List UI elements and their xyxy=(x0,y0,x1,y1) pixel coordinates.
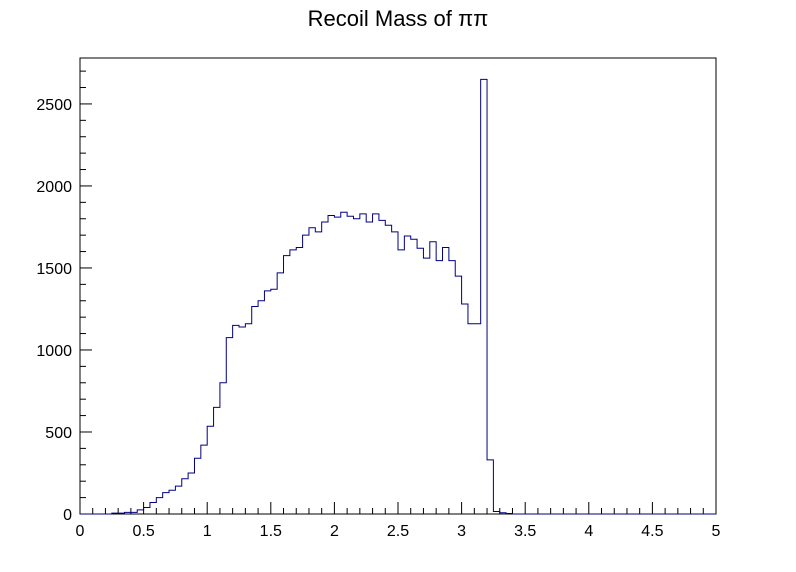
y-tick-label: 1000 xyxy=(36,343,72,360)
x-tick-label: 4 xyxy=(584,523,593,540)
x-tick-label: 1.5 xyxy=(260,523,282,540)
x-tick-label: 3.5 xyxy=(514,523,536,540)
x-tick-label: 0 xyxy=(76,523,85,540)
x-tick-label: 5 xyxy=(712,523,721,540)
x-tick-label: 0.5 xyxy=(132,523,154,540)
chart-title: Recoil Mass of ππ xyxy=(307,6,489,31)
y-tick-label: 1500 xyxy=(36,261,72,278)
histogram-series-line xyxy=(80,78,716,515)
y-axis: 0 500 1000 1500 2000 2500 xyxy=(36,70,92,524)
x-tick-label: 1 xyxy=(203,523,212,540)
y-tick-label: 2500 xyxy=(36,97,72,114)
y-tick-label: 2000 xyxy=(36,179,72,196)
x-tick-label: 2.5 xyxy=(387,523,409,540)
x-tick-label: 3 xyxy=(457,523,466,540)
x-axis: 0 0.5 1 1.5 2 2.5 3 3.5 4 4.5 5 xyxy=(76,502,721,540)
y-tick-label: 500 xyxy=(45,425,72,442)
y-tick-label: 0 xyxy=(63,507,72,524)
plot-frame xyxy=(79,57,717,515)
x-tick-label: 4.5 xyxy=(641,523,663,540)
x-tick-label: 2 xyxy=(330,523,339,540)
